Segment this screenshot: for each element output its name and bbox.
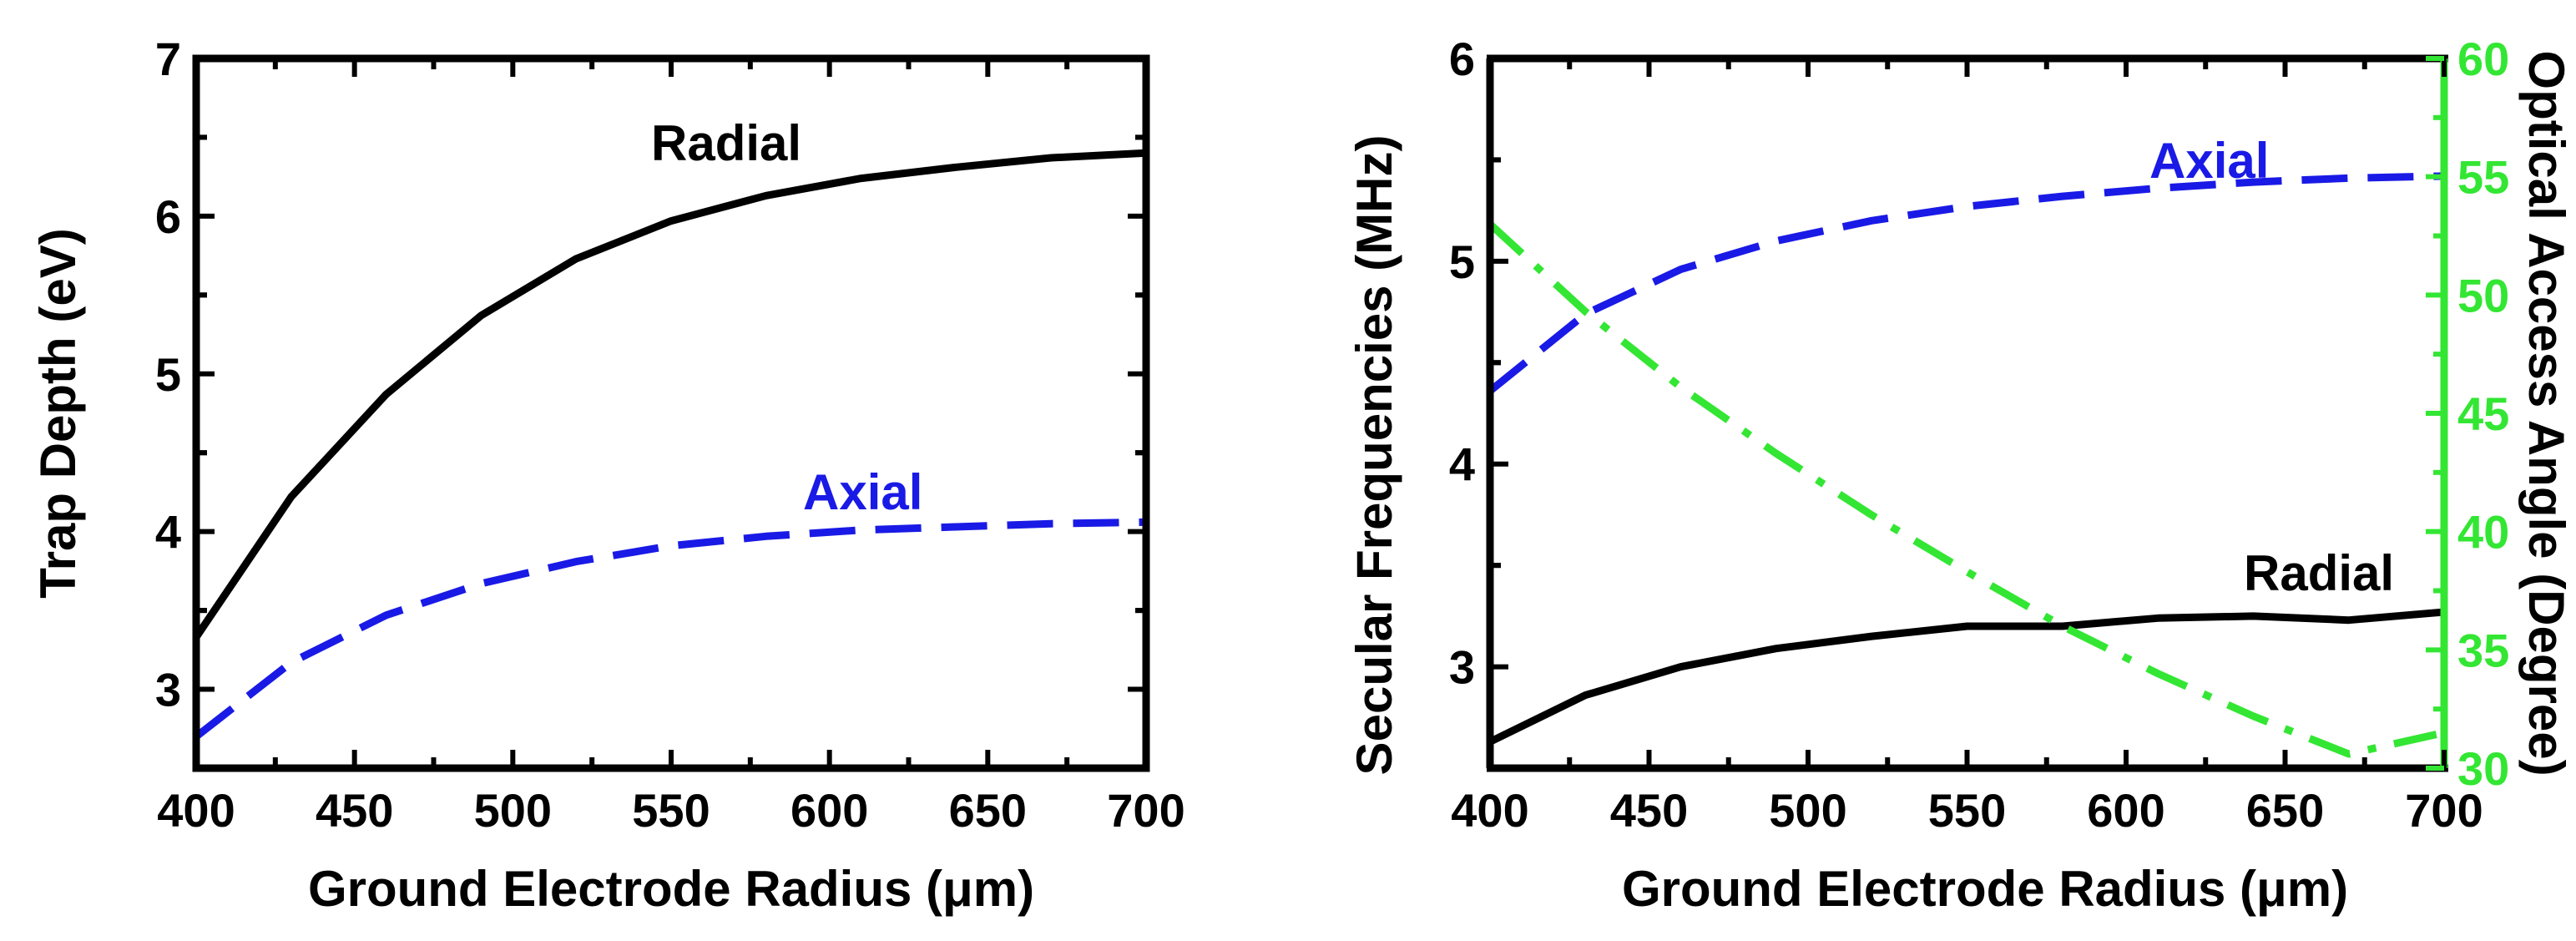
y-tick-label: 4	[1449, 438, 1475, 491]
x-tick-label: 650	[949, 784, 1027, 837]
series-line-0-0	[193, 149, 1147, 640]
annotation-radial-left: Radial	[651, 115, 801, 171]
y-tick-label: 4	[155, 506, 181, 559]
y2-axis-label-right: Optical Access Angle (Degree)	[2518, 50, 2574, 776]
secular-frequency-chart: 400 450 500 550 600 650 700345630354045505560 …	[1346, 33, 2574, 917]
x-tick-label: 450	[1610, 784, 1688, 837]
x-tick-label: 400	[1451, 784, 1528, 837]
y-axis-label-left: Trap Depth (eV)	[30, 228, 86, 598]
y2-tick-label: 45	[2457, 387, 2509, 440]
y-tick-label: 6	[155, 190, 181, 243]
x-tick-label: 450	[316, 784, 393, 837]
y-tick-label: 7	[155, 33, 181, 85]
y2-tick-label: 55	[2457, 151, 2509, 204]
y-axis-label-right: Secular Frequencies (MHz)	[1346, 135, 1402, 776]
x-axis-label-right: Ground Electrode Radius (μm)	[1622, 861, 2348, 917]
x-tick-label: 550	[1928, 784, 2006, 837]
x-tick-label: 500	[474, 784, 552, 837]
annotation-axial-left: Axial	[803, 464, 922, 520]
y2-tick-label: 50	[2457, 269, 2509, 321]
y-tick-label: 3	[155, 664, 181, 716]
x-tick-label: 600	[790, 784, 868, 837]
y2-tick-label: 30	[2457, 742, 2509, 795]
x-axis-label-left: Ground Electrode Radius (μm)	[308, 861, 1034, 917]
series-line-1-1	[1488, 608, 2445, 746]
y-tick-label: 5	[155, 348, 181, 401]
y-tick-label: 3	[1449, 641, 1475, 694]
x-tick-label: 550	[632, 784, 710, 837]
annotation-radial-right: Radial	[2244, 545, 2394, 601]
series-line-1-2	[1487, 220, 2445, 758]
y2-tick-label: 40	[2457, 506, 2509, 559]
x-tick-label: 700	[2405, 784, 2483, 837]
y-tick-label: 5	[1449, 235, 1475, 288]
x-tick-label: 400	[157, 784, 235, 837]
x-tick-label: 600	[2087, 784, 2164, 837]
annotation-axial-right: Axial	[2149, 133, 2269, 189]
y-tick-label: 6	[1449, 33, 1475, 85]
series-line-0-1	[194, 518, 1147, 740]
x-tick-label: 650	[2246, 784, 2324, 837]
x-tick-label: 500	[1769, 784, 1846, 837]
series-line-1-0	[1488, 172, 2445, 394]
x-tick-label: 700	[1107, 784, 1184, 837]
y2-tick-label: 60	[2457, 33, 2509, 85]
y2-tick-label: 35	[2457, 624, 2509, 676]
